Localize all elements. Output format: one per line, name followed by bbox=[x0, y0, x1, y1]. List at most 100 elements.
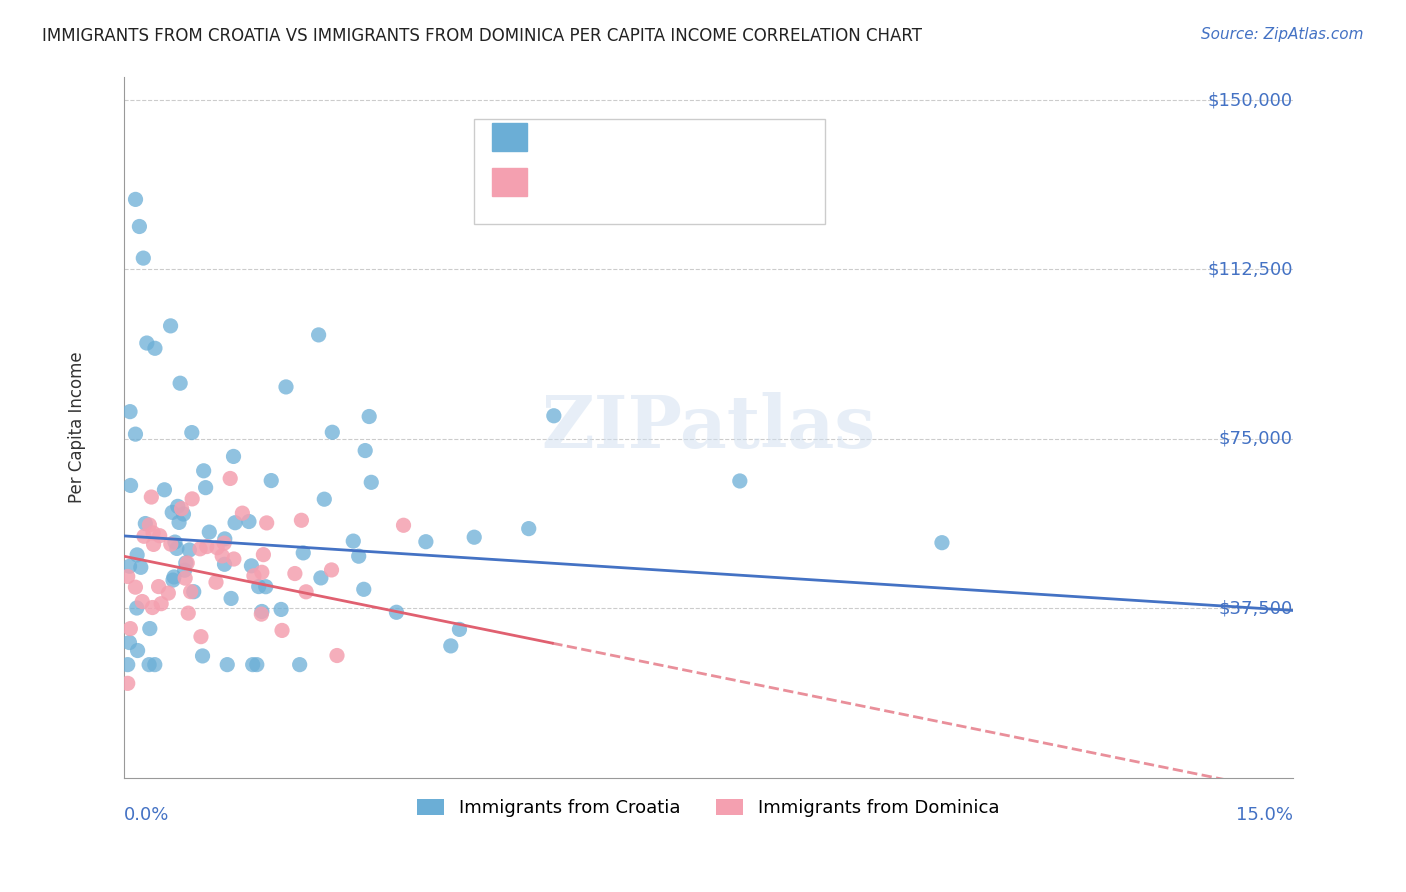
Immigrants from Dominica bbox=[243, 568, 266, 582]
Immigrants from Croatia bbox=[166, 541, 188, 556]
Immigrants from Dominica bbox=[222, 552, 245, 566]
Immigrants from Croatia bbox=[309, 571, 332, 585]
Immigrants from Dominica bbox=[177, 606, 200, 620]
Immigrants from Croatia bbox=[143, 341, 166, 355]
Immigrants from Croatia bbox=[118, 404, 141, 418]
Immigrants from Croatia bbox=[159, 318, 181, 333]
Immigrants from Dominica bbox=[176, 556, 198, 570]
Immigrants from Croatia bbox=[214, 532, 236, 546]
Immigrants from Croatia bbox=[135, 336, 157, 351]
Immigrants from Croatia bbox=[166, 500, 188, 514]
Immigrants from Croatia bbox=[543, 409, 565, 423]
Text: -0.068: -0.068 bbox=[574, 128, 627, 146]
Immigrants from Dominica bbox=[188, 541, 211, 556]
Immigrants from Croatia bbox=[449, 623, 471, 637]
Immigrants from Croatia bbox=[127, 643, 149, 657]
Immigrants from Dominica bbox=[120, 622, 142, 636]
Text: 76: 76 bbox=[699, 128, 720, 146]
Immigrants from Dominica bbox=[231, 506, 253, 520]
Immigrants from Dominica bbox=[124, 580, 146, 594]
Immigrants from Dominica bbox=[326, 648, 349, 663]
Immigrants from Dominica bbox=[157, 586, 180, 600]
Immigrants from Dominica bbox=[295, 584, 318, 599]
Immigrants from Dominica bbox=[174, 571, 197, 585]
Text: N =: N = bbox=[655, 172, 693, 190]
Immigrants from Dominica bbox=[170, 501, 193, 516]
Text: $150,000: $150,000 bbox=[1208, 91, 1292, 109]
Text: 44: 44 bbox=[699, 172, 720, 190]
Immigrants from Croatia bbox=[359, 409, 381, 424]
FancyBboxPatch shape bbox=[474, 120, 825, 225]
Text: Per Capita Income: Per Capita Income bbox=[67, 351, 86, 503]
Bar bbox=[492, 169, 527, 196]
Immigrants from Croatia bbox=[274, 380, 297, 394]
Immigrants from Dominica bbox=[181, 491, 204, 506]
Immigrants from Croatia bbox=[118, 559, 141, 574]
Immigrants from Dominica bbox=[252, 548, 274, 562]
Text: IMMIGRANTS FROM CROATIA VS IMMIGRANTS FROM DOMINICA PER CAPITA INCOME CORRELATIO: IMMIGRANTS FROM CROATIA VS IMMIGRANTS FR… bbox=[42, 27, 922, 45]
Immigrants from Croatia bbox=[385, 605, 408, 619]
Immigrants from Dominica bbox=[159, 537, 181, 551]
Immigrants from Croatia bbox=[342, 534, 364, 549]
Immigrants from Croatia bbox=[194, 481, 217, 495]
Immigrants from Croatia bbox=[162, 573, 184, 587]
Immigrants from Croatia bbox=[134, 516, 156, 531]
Immigrants from Croatia bbox=[254, 580, 277, 594]
Immigrants from Croatia bbox=[246, 657, 269, 672]
Immigrants from Croatia bbox=[347, 549, 370, 564]
Immigrants from Croatia bbox=[260, 474, 283, 488]
Bar bbox=[492, 123, 527, 151]
Immigrants from Dominica bbox=[190, 630, 212, 644]
Immigrants from Croatia bbox=[308, 327, 330, 342]
Text: R =: R = bbox=[533, 128, 569, 146]
Text: Source: ZipAtlas.com: Source: ZipAtlas.com bbox=[1201, 27, 1364, 42]
Text: $37,500: $37,500 bbox=[1219, 599, 1292, 617]
Immigrants from Croatia bbox=[198, 525, 221, 540]
Immigrants from Dominica bbox=[117, 569, 139, 583]
Immigrants from Dominica bbox=[211, 549, 233, 563]
Immigrants from Dominica bbox=[138, 518, 160, 533]
Immigrants from Croatia bbox=[217, 657, 239, 672]
Immigrants from Dominica bbox=[195, 540, 218, 554]
Immigrants from Croatia bbox=[128, 219, 150, 234]
Immigrants from Croatia bbox=[183, 584, 205, 599]
Immigrants from Croatia bbox=[214, 558, 236, 572]
Immigrants from Croatia bbox=[288, 657, 311, 672]
Immigrants from Croatia bbox=[360, 475, 382, 490]
Immigrants from Croatia bbox=[292, 546, 315, 560]
Immigrants from Croatia bbox=[127, 548, 149, 562]
Immigrants from Dominica bbox=[150, 597, 173, 611]
Text: -0.250: -0.250 bbox=[574, 172, 627, 190]
Immigrants from Dominica bbox=[149, 529, 172, 543]
Immigrants from Dominica bbox=[219, 471, 242, 485]
Immigrants from Croatia bbox=[728, 474, 751, 488]
Immigrants from Croatia bbox=[179, 543, 201, 558]
Immigrants from Croatia bbox=[242, 657, 264, 672]
Immigrants from Croatia bbox=[124, 193, 146, 207]
Immigrants from Dominica bbox=[141, 490, 163, 504]
Immigrants from Dominica bbox=[142, 537, 165, 551]
Immigrants from Croatia bbox=[224, 516, 246, 530]
Immigrants from Dominica bbox=[141, 600, 163, 615]
Text: R =: R = bbox=[533, 172, 569, 190]
Immigrants from Dominica bbox=[290, 513, 312, 527]
Immigrants from Dominica bbox=[117, 676, 139, 690]
Immigrants from Croatia bbox=[180, 425, 202, 440]
Immigrants from Croatia bbox=[191, 648, 214, 663]
Immigrants from Dominica bbox=[250, 566, 273, 580]
Immigrants from Croatia bbox=[270, 602, 292, 616]
Immigrants from Croatia bbox=[167, 516, 190, 530]
Immigrants from Croatia bbox=[354, 443, 377, 458]
Text: $75,000: $75,000 bbox=[1219, 430, 1292, 448]
Immigrants from Croatia bbox=[238, 515, 260, 529]
Immigrants from Croatia bbox=[219, 591, 242, 606]
Immigrants from Croatia bbox=[139, 622, 162, 636]
Legend: Immigrants from Croatia, Immigrants from Dominica: Immigrants from Croatia, Immigrants from… bbox=[411, 792, 1007, 824]
Immigrants from Croatia bbox=[124, 427, 146, 442]
Immigrants from Croatia bbox=[931, 535, 953, 549]
Immigrants from Dominica bbox=[212, 536, 235, 550]
Immigrants from Dominica bbox=[321, 563, 343, 577]
Immigrants from Croatia bbox=[163, 570, 186, 584]
Immigrants from Croatia bbox=[193, 464, 215, 478]
Immigrants from Croatia bbox=[138, 657, 160, 672]
